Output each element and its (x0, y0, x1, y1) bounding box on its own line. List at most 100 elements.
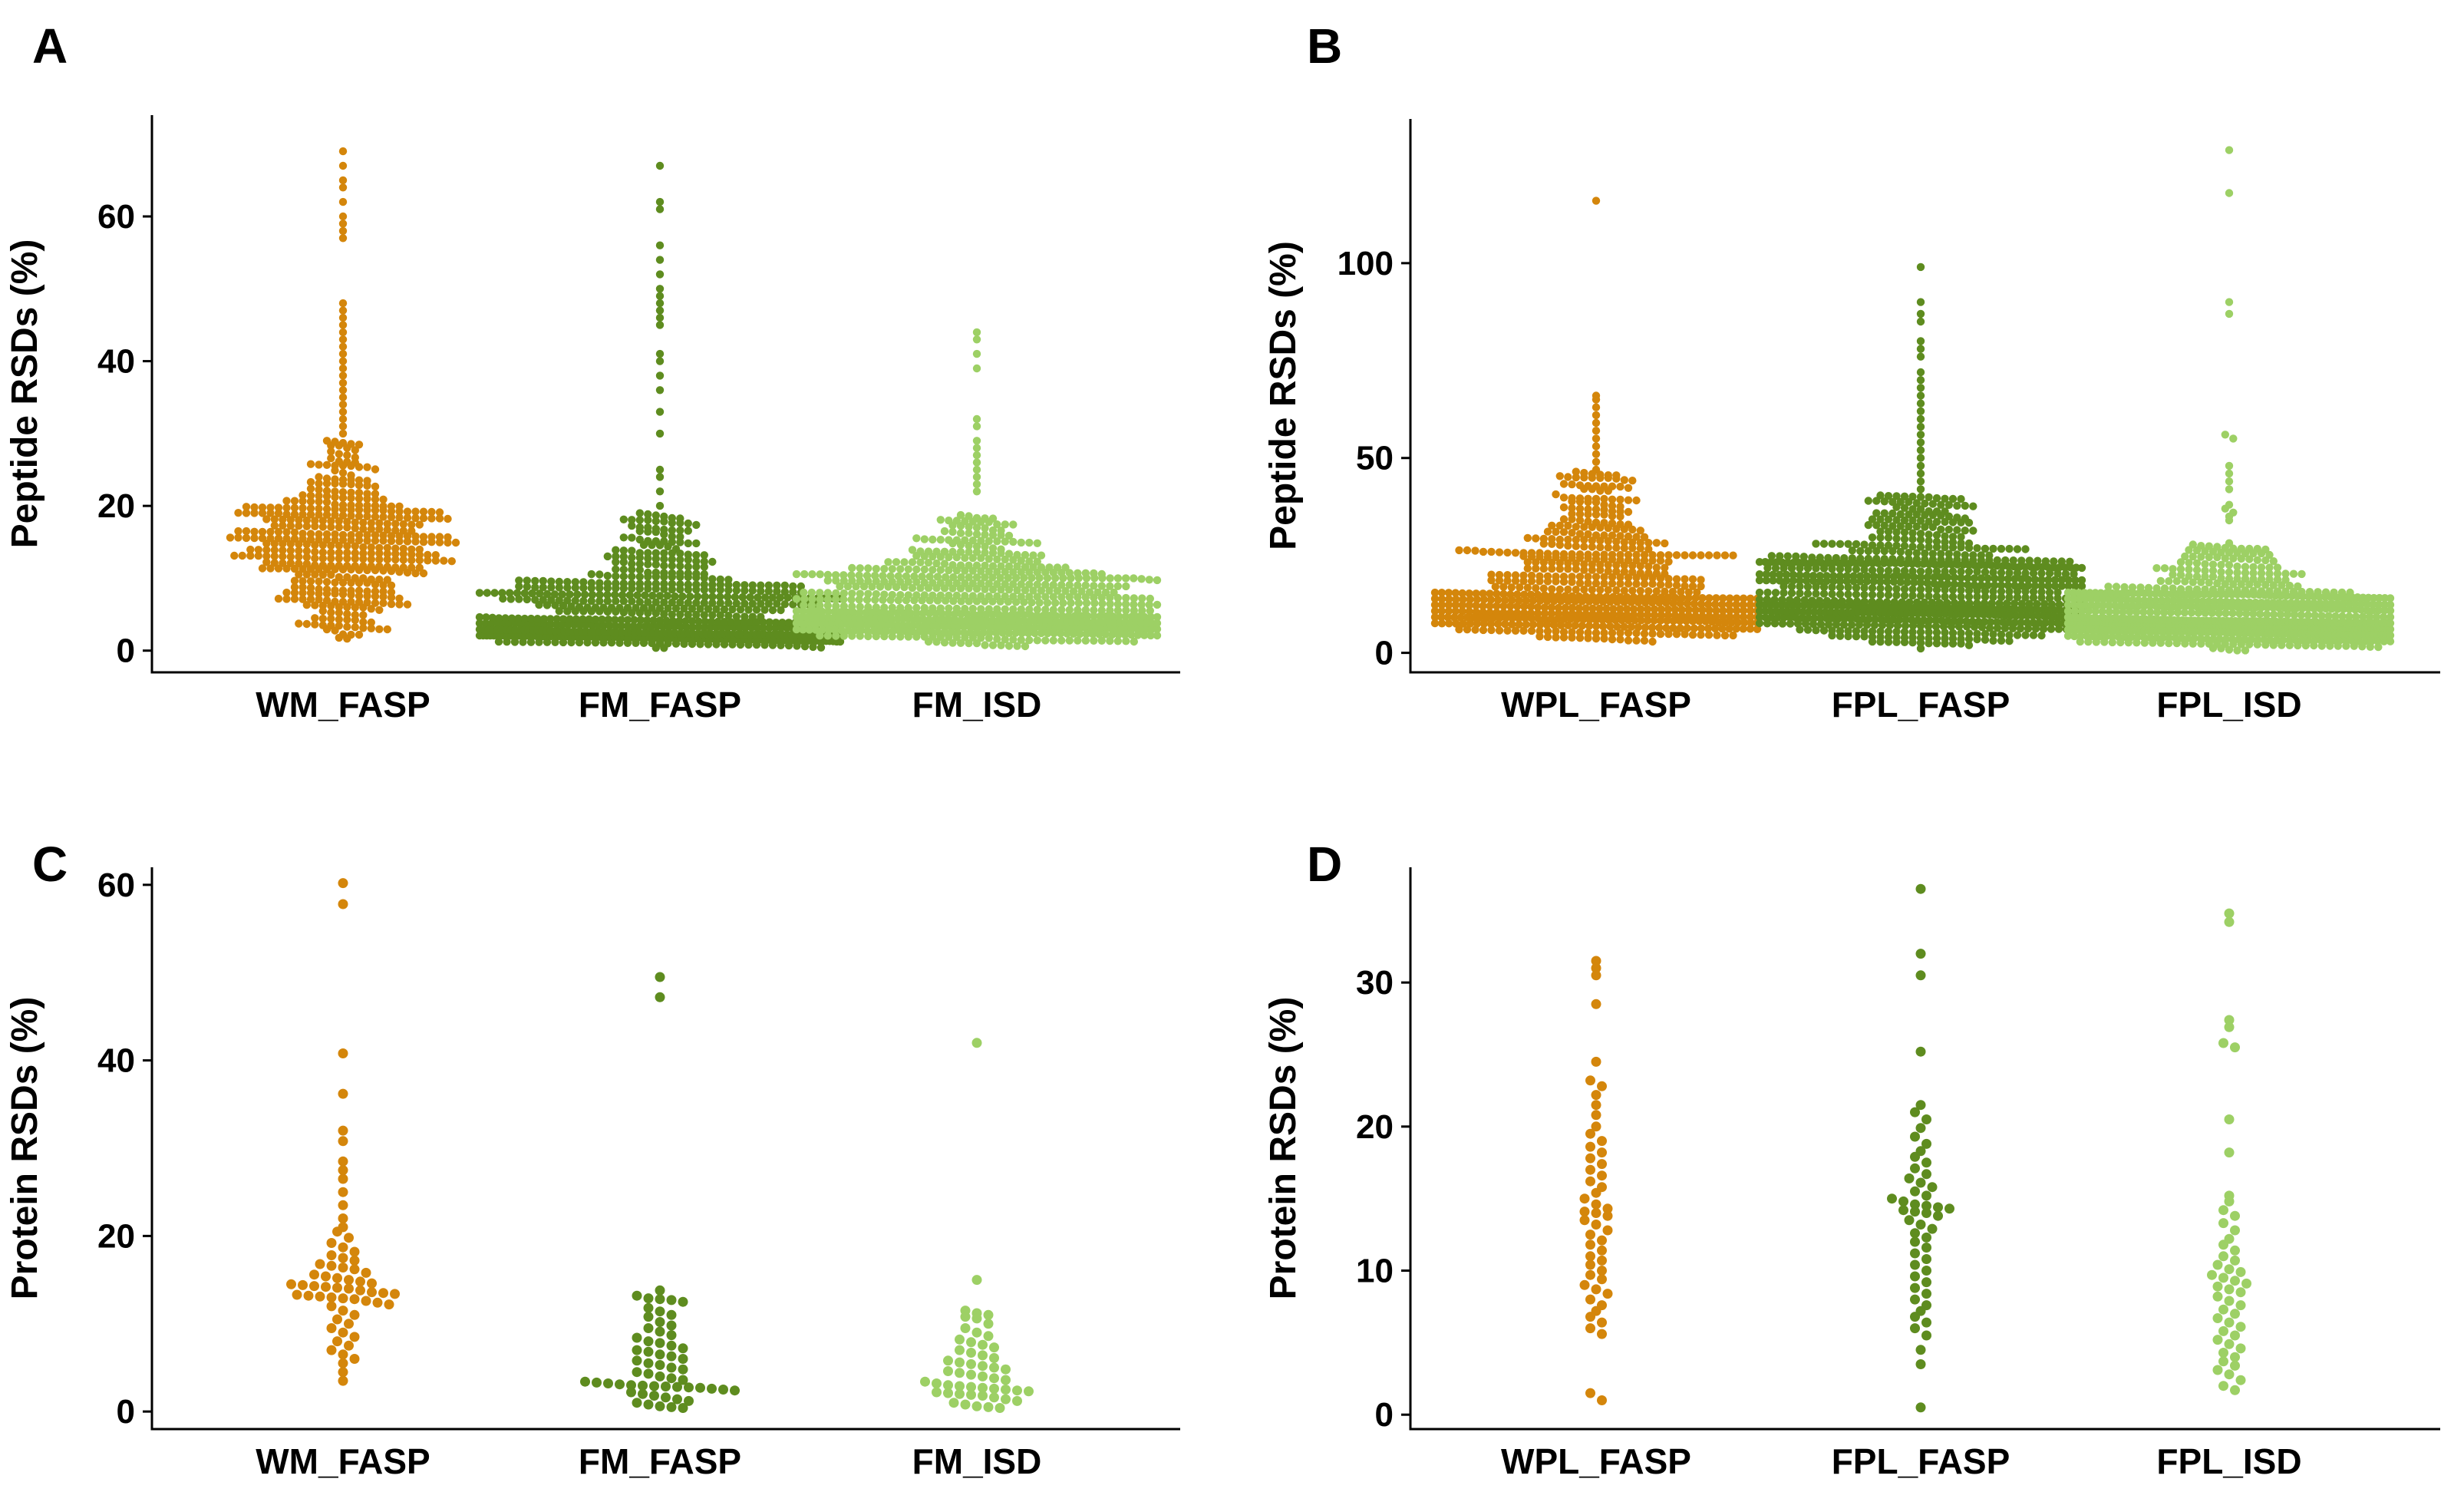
panel-A-dot-FM_ISD (972, 480, 981, 489)
panel-A-dot-FM_ISD (940, 628, 949, 636)
panel-A-dot-FM_FASP (563, 596, 572, 605)
panel-B-dot-WPL_FASP (1612, 567, 1621, 576)
panel-B-dot-WPL_FASP (1684, 588, 1693, 596)
panel-B-dot-WPL_FASP (1465, 601, 1473, 609)
panel-B-dot-FPL_ISD (2225, 516, 2234, 525)
panel-B-dot-FPL_ISD (2198, 602, 2207, 611)
panel-D-dot-FPL_ISD (2235, 1343, 2246, 1354)
panel-B-dot-FPL_FASP (1984, 574, 1992, 583)
panel-B-dot-FPL_FASP (1953, 550, 1961, 559)
panel-A-dot-FM_FASP (655, 292, 665, 300)
panel-B-dot-FPL_ISD (2257, 599, 2266, 607)
panel-A-dot-FM_FASP (612, 584, 620, 593)
panel-B-dot-WPL_FASP (1458, 607, 1466, 616)
panel-A-dot-FM_ISD (1011, 598, 1021, 606)
panel-A-dot-FM_FASP (599, 621, 608, 630)
panel-A-dot-FM_FASP (611, 590, 619, 599)
panel-B-dot-FPL_ISD (2119, 608, 2127, 616)
panel-A-dot-WM_FASP (338, 586, 348, 595)
panel-B-dot-FPL_FASP (1941, 532, 1949, 540)
panel-A-dot-WM_FASP (335, 523, 343, 532)
panel-B-dot-FPL_FASP (1874, 559, 1882, 567)
panel-B-dot-FPL_FASP (1769, 570, 1777, 579)
panel-A-dot-FM_FASP (526, 638, 536, 646)
panel-B-dot-WPL_FASP (1580, 468, 1588, 477)
panel-B-dot-FPL_ISD (2185, 585, 2193, 593)
panel-A-dot-FM_FASP (579, 583, 588, 593)
panel-A-dot-WM_FASP (335, 548, 343, 557)
panel-A-dot-WM_FASP (331, 626, 339, 635)
panel-A-dot-FM_ISD (1031, 629, 1039, 638)
panel-B-dot-WPL_FASP (1624, 484, 1633, 492)
panel-A-dot-FM_ISD (972, 629, 981, 637)
panel-A-dot-WM_FASP (338, 306, 348, 315)
panel-B-dot-FPL_FASP (2072, 563, 2080, 572)
panel-A-dot-FM_FASP (655, 408, 665, 416)
panel-A-dot-FM_FASP (603, 552, 612, 561)
panel-D-dot-FPL_FASP (1944, 1203, 1954, 1214)
panel-B-dot-FPL_ISD (2314, 588, 2322, 596)
panel-B-dot-WPL_FASP (1559, 633, 1568, 642)
panel-A-dot-FM_FASP (757, 586, 765, 596)
panel-A-dot-FM_ISD (966, 629, 975, 637)
panel-B-dot-FPL_ISD (2215, 609, 2223, 618)
panel-A-dot-FM_FASP (701, 617, 709, 626)
panel-B-dot-FPL_FASP (1778, 619, 1787, 628)
panel-C-dot-WM_FASP (361, 1267, 371, 1278)
panel-C-dot-WM_FASP (349, 1354, 360, 1364)
panel-D-dot-FPL_FASP (1921, 1169, 1931, 1180)
panel-D-dot-WPL_FASP (1591, 1208, 1601, 1218)
panel-B-dot-WPL_FASP (1430, 600, 1440, 609)
panel-B-dot-FPL_FASP (1755, 558, 1764, 566)
panel-B-dot-WPL_FASP (1527, 577, 1536, 586)
panel-A-dot-FM_ISD (928, 628, 936, 636)
panel-B-dot-FPL_FASP (2013, 631, 2022, 639)
panel-A-dot-FM_FASP (628, 516, 636, 524)
panel-A-dot-FM_FASP (635, 516, 644, 524)
panel-B-dot-WPL_FASP (1672, 630, 1681, 639)
panel-A-dot-FM_ISD (981, 561, 989, 569)
panel-A-dot-WM_FASP (355, 501, 364, 510)
panel-B-dot-WPL_FASP (1584, 510, 1592, 519)
panel-B-dot-FPL_ISD (2249, 586, 2258, 595)
panel-A-dot-FM_FASP (660, 585, 668, 593)
panel-A-dot-FM_ISD (992, 629, 1001, 637)
panel-A-dot-FM_FASP (488, 613, 496, 622)
panel-B-dot-FPL_FASP (1925, 536, 1933, 545)
panel-B-dot-FPL_ISD (2278, 641, 2286, 649)
panel-B-dot-FPL_FASP (1817, 559, 1826, 567)
panel-C-dot-FM_ISD (978, 1371, 988, 1382)
panel-A-dot-WM_FASP (327, 608, 335, 617)
panel-B-dot-WPL_FASP (1561, 603, 1570, 612)
panel-A-dot-FM_FASP (612, 558, 620, 566)
panel-B-dot-FPL_ISD (2330, 588, 2338, 597)
panel-A-dot-FM_ISD (1001, 579, 1010, 589)
panel-D-dot-FPL_ISD (2224, 1284, 2235, 1295)
panel-B-dot-FPL_FASP (1925, 616, 1935, 625)
panel-B-dot-FPL_FASP (1860, 583, 1869, 593)
panel-B-dot-WPL_FASP (1592, 418, 1601, 427)
panel-B-dot-FPL_FASP (1957, 539, 1965, 547)
panel-B-dot-FPL_FASP (1876, 584, 1885, 593)
panel-B-dot-FPL_FASP (1789, 558, 1798, 567)
panel-C-dot-WM_FASP (338, 1306, 348, 1316)
panel-A-dot-WM_FASP (266, 509, 275, 517)
panel-A-dot-WM_FASP (403, 568, 412, 577)
panel-A-dot-FM_FASP (668, 526, 676, 535)
panel-A-dot-FM_FASP (619, 565, 628, 574)
panel-B-dot-FPL_ISD (2181, 602, 2189, 611)
panel-B-dot-FPL_ISD (2160, 564, 2169, 573)
panel-A-dot-FM_FASP (655, 349, 665, 358)
panel-B-dot-WPL_FASP (1650, 605, 1659, 613)
panel-A-dot-FM_FASP (651, 644, 660, 652)
panel-B-dot-FPL_FASP (1796, 571, 1804, 579)
panel-A-dot-FM_ISD (1035, 599, 1044, 607)
panel-B-dot-FPL_FASP (1900, 566, 1909, 575)
panel-D-dot-WPL_FASP (1585, 1141, 1595, 1152)
panel-B-dot-FPL_FASP (1998, 562, 2007, 570)
panel-B-dot-FPL_FASP (1839, 620, 1849, 629)
panel-A-dot-FM_ISD (1033, 580, 1042, 589)
panel-A-dot-WM_FASP (427, 514, 436, 523)
panel-A-dot-FM_ISD (985, 629, 995, 637)
